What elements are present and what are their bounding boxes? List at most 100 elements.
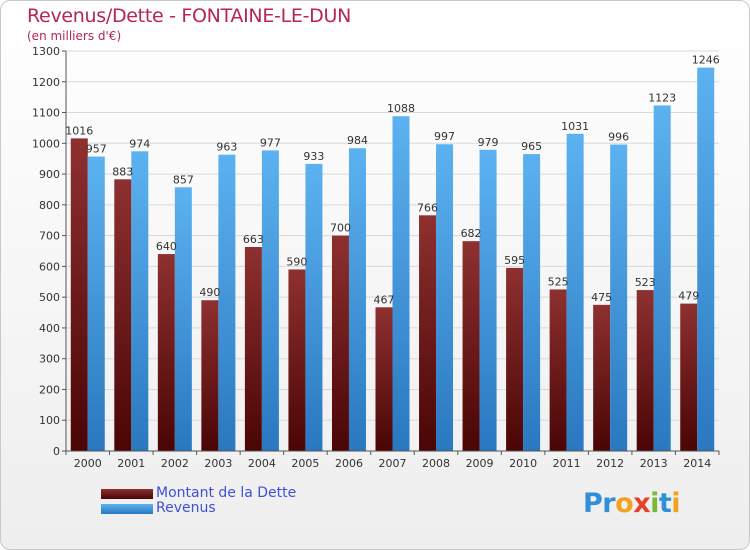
data-label-dette: 766 bbox=[417, 201, 438, 214]
y-tick-label: 1100 bbox=[32, 107, 60, 120]
data-label-dette: 883 bbox=[112, 165, 133, 178]
bar-revenus bbox=[479, 149, 497, 451]
y-tick-label: 0 bbox=[53, 445, 60, 458]
x-tick-label: 2013 bbox=[640, 457, 668, 470]
bar-dette bbox=[244, 247, 262, 451]
bar-revenus bbox=[305, 163, 323, 451]
proxiti-logo: Proxiti bbox=[583, 488, 681, 519]
data-label-dette: 663 bbox=[243, 233, 264, 246]
value-labels: 1016 957 883 974 640 857 490 963 663 977 590 933 700… bbox=[65, 54, 719, 307]
bar-dette bbox=[462, 241, 480, 451]
logo-letter: i bbox=[671, 488, 681, 519]
x-tick-label: 2006 bbox=[335, 457, 363, 470]
x-tick-label: 2004 bbox=[248, 457, 276, 470]
bar-revenus bbox=[261, 150, 279, 451]
x-tick-label: 2000 bbox=[74, 457, 102, 470]
logo-letter: i bbox=[650, 488, 659, 519]
bar-revenus bbox=[131, 151, 149, 452]
data-label-dette: 700 bbox=[330, 222, 351, 235]
data-label-dette: 475 bbox=[591, 291, 612, 304]
legend-label-debt: Montant de la Dette bbox=[156, 485, 297, 501]
legend-swatch-revenus bbox=[101, 504, 153, 514]
bar-dette bbox=[636, 290, 654, 451]
x-tick-label: 2001 bbox=[117, 457, 145, 470]
bar-dette bbox=[201, 300, 219, 451]
x-tick-label: 2002 bbox=[161, 457, 189, 470]
data-label-dette: 590 bbox=[286, 255, 307, 268]
bar-revenus bbox=[610, 144, 628, 452]
bar-dette bbox=[680, 303, 698, 451]
data-label-revenus: 1123 bbox=[648, 91, 676, 104]
data-label-revenus: 979 bbox=[478, 136, 499, 149]
bar-revenus bbox=[566, 133, 584, 451]
data-label-dette: 467 bbox=[374, 293, 395, 306]
y-tick-label: 1000 bbox=[32, 137, 60, 150]
data-label-revenus: 1031 bbox=[561, 120, 589, 133]
data-label-dette: 525 bbox=[548, 275, 569, 288]
data-label-revenus: 857 bbox=[173, 173, 194, 186]
axes: 0 100 200 300 400 500 600 700 800 900 1000 1100 1200… bbox=[32, 45, 720, 470]
data-label-dette: 682 bbox=[461, 227, 482, 240]
legend-swatch-debt bbox=[101, 489, 153, 499]
y-tick-label: 400 bbox=[39, 322, 60, 335]
data-label-revenus: 974 bbox=[129, 137, 150, 150]
data-label-dette: 479 bbox=[678, 290, 699, 303]
logo-letter: x bbox=[633, 488, 651, 519]
y-tick-label: 600 bbox=[39, 260, 60, 273]
bar-dette bbox=[593, 304, 611, 451]
x-tick-label: 2014 bbox=[683, 457, 711, 470]
bar-dette bbox=[157, 254, 175, 451]
bar-revenus bbox=[218, 154, 236, 451]
x-tick-label: 2011 bbox=[553, 457, 581, 470]
bar-dette bbox=[70, 138, 88, 451]
x-tick-label: 2012 bbox=[596, 457, 624, 470]
data-label-revenus: 933 bbox=[303, 150, 324, 163]
y-tick-label: 1300 bbox=[32, 45, 60, 58]
bar-dette bbox=[419, 215, 437, 451]
bar-revenus bbox=[348, 148, 366, 451]
data-label-dette: 1016 bbox=[65, 124, 93, 137]
data-label-revenus: 965 bbox=[521, 140, 542, 153]
data-label-dette: 523 bbox=[635, 276, 656, 289]
bar-revenus bbox=[523, 154, 541, 452]
bar-dette bbox=[549, 289, 567, 451]
chart-title: Revenus/Dette - FONTAINE-LE-DUN bbox=[27, 5, 351, 27]
x-tick-label: 2009 bbox=[466, 457, 494, 470]
y-tick-label: 300 bbox=[39, 353, 60, 366]
bar-revenus bbox=[436, 144, 454, 451]
logo-letter: r bbox=[602, 488, 616, 519]
data-label-revenus: 1246 bbox=[692, 54, 720, 67]
x-tick-label: 2005 bbox=[291, 457, 319, 470]
data-label-dette: 595 bbox=[504, 254, 525, 267]
data-label-dette: 640 bbox=[156, 240, 177, 253]
bar-dette bbox=[288, 269, 306, 451]
logo-letter: P bbox=[583, 488, 603, 519]
bars bbox=[70, 67, 715, 452]
chart-subtitle: (en milliers d'€) bbox=[27, 29, 122, 43]
data-label-revenus: 1088 bbox=[387, 102, 415, 115]
data-label-revenus: 997 bbox=[434, 130, 455, 143]
y-tick-label: 200 bbox=[39, 383, 60, 396]
y-tick-label: 100 bbox=[39, 414, 60, 427]
data-label-revenus: 977 bbox=[260, 136, 281, 149]
data-label-revenus: 963 bbox=[216, 141, 237, 154]
x-tick-label: 2010 bbox=[509, 457, 537, 470]
data-label-revenus: 984 bbox=[347, 134, 368, 147]
y-tick-label: 800 bbox=[39, 199, 60, 212]
x-tick-label: 2008 bbox=[422, 457, 450, 470]
x-tick-label: 2007 bbox=[379, 457, 407, 470]
bar-revenus bbox=[653, 105, 671, 451]
data-label-revenus: 996 bbox=[608, 131, 629, 144]
bar-dette bbox=[506, 267, 524, 451]
logo-letter: t bbox=[658, 488, 672, 519]
bar-dette bbox=[114, 179, 132, 452]
bar-dette bbox=[331, 235, 349, 451]
bar-revenus bbox=[87, 156, 105, 452]
legend-label-revenus: Revenus bbox=[156, 500, 216, 516]
x-tick-label: 2003 bbox=[204, 457, 232, 470]
data-label-dette: 490 bbox=[199, 286, 220, 299]
bar-revenus bbox=[174, 187, 192, 452]
logo-letter: o bbox=[615, 488, 634, 519]
